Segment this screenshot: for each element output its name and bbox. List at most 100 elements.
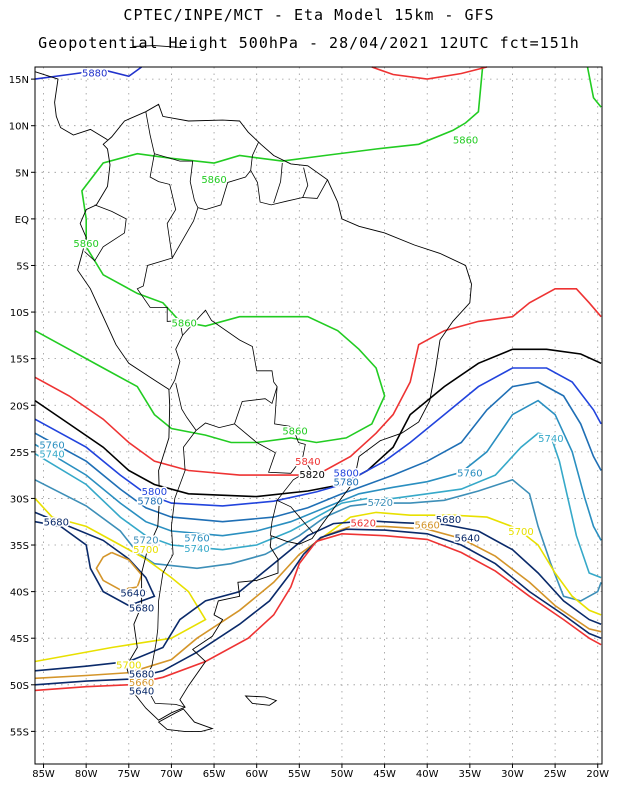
country-border xyxy=(302,167,309,198)
central-america-coastline xyxy=(34,71,108,141)
contour-label: 5720 xyxy=(133,535,158,546)
contour-label: 5680 xyxy=(436,515,461,526)
coastlines xyxy=(34,45,472,732)
contour-label: 5680 xyxy=(129,603,154,614)
lon-tick-label: 85W xyxy=(32,769,55,780)
caribbean-coastline xyxy=(133,45,186,48)
contour-label: 5780 xyxy=(333,478,358,489)
country-border xyxy=(143,430,197,708)
lon-tick-label: 40W xyxy=(416,769,439,780)
contour-label: 5700 xyxy=(133,545,158,556)
contour-label: 5780 xyxy=(137,496,162,507)
lat-tick-label: 15S xyxy=(10,355,29,366)
contour-label: 5760 xyxy=(39,440,64,451)
contour-label: 5640 xyxy=(129,686,154,697)
contour-5860-line xyxy=(586,66,602,108)
lat-tick-label: 40S xyxy=(10,588,29,599)
contour-label: 5720 xyxy=(368,498,393,509)
contour-label: 5660 xyxy=(414,521,439,532)
country-border xyxy=(84,204,127,262)
lat-tick-label: 50S xyxy=(10,681,29,692)
lon-tick-label: 65W xyxy=(203,769,226,780)
lon-tick-label: 35W xyxy=(459,769,482,780)
contour-label: 5660 xyxy=(129,678,154,689)
lat-tick-label: 10N xyxy=(9,122,29,133)
lat-tick-label: EQ xyxy=(15,215,29,226)
country-border xyxy=(273,162,283,204)
lat-tick-label: 55S xyxy=(10,727,29,738)
contour-5660-line xyxy=(34,525,602,680)
contour-label: 5700 xyxy=(116,660,141,671)
contour-5860-line xyxy=(81,66,484,220)
contour-label: 5800 xyxy=(142,487,167,498)
lon-tick-label: 55W xyxy=(288,769,311,780)
lon-tick-label: 50W xyxy=(331,769,354,780)
plot-frame xyxy=(34,66,603,765)
contour-5800-line xyxy=(34,367,602,507)
contour-5700-line xyxy=(34,497,207,663)
contour-label: 5680 xyxy=(129,670,154,681)
contour-5760-line xyxy=(34,399,602,541)
contour-5740-line xyxy=(34,432,602,579)
country-border xyxy=(276,457,314,534)
lat-tick-label: 35S xyxy=(10,541,29,552)
lat-tick-label: 5S xyxy=(16,261,29,272)
lat-tick-label: 5N xyxy=(15,168,29,179)
lon-tick-label: 45W xyxy=(373,769,396,780)
contour-5660-line xyxy=(95,551,143,591)
title-line-1: CPTEC/INPE/MCT - Eta Model 15km - GFS xyxy=(123,6,495,24)
contour-label: 5740 xyxy=(538,434,563,445)
contour-label: 5840 xyxy=(295,457,320,468)
contour-label: 5860 xyxy=(73,239,98,250)
lat-tick-label: 20S xyxy=(10,401,29,412)
contour-label: 5620 xyxy=(351,519,376,530)
contour-label: 5760 xyxy=(184,534,209,545)
contour-label: 5700 xyxy=(508,527,533,538)
lon-tick-label: 20W xyxy=(586,769,609,780)
contour-label: 5860 xyxy=(171,318,196,329)
lon-tick-label: 60W xyxy=(245,769,268,780)
country-border xyxy=(250,170,328,206)
lon-tick-label: 70W xyxy=(160,769,183,780)
axis-ticks: 15N 10N 5N EQ 5S 10S 15S 20S 25S 30S 35S 40S 45S 50S 5… xyxy=(9,75,609,780)
contour-label: 5760 xyxy=(457,468,482,479)
contour-label: 5640 xyxy=(455,534,480,545)
contour-label: 5880 xyxy=(82,69,107,80)
contour-lines xyxy=(34,66,602,692)
contour-5680-line xyxy=(34,519,602,672)
lon-tick-label: 30W xyxy=(501,769,524,780)
lat-tick-label: 25S xyxy=(10,448,29,459)
title-line-2: Geopotential Height 500hPa - 28/04/2021 … xyxy=(38,34,580,52)
contour-label: 5640 xyxy=(120,589,145,600)
contour-label: 5740 xyxy=(39,450,64,461)
contour-5780-line xyxy=(34,381,602,523)
lon-tick-label: 80W xyxy=(75,769,98,780)
contour-5840-line xyxy=(34,288,602,476)
contour-5700-line xyxy=(324,511,602,616)
country-border xyxy=(136,257,183,390)
contour-label: 5800 xyxy=(333,468,358,479)
lon-tick-label: 25W xyxy=(544,769,567,780)
contour-5620-line xyxy=(34,532,602,692)
contour-label: 5740 xyxy=(184,544,209,555)
country-border xyxy=(269,500,278,536)
contour-label: 5860 xyxy=(282,426,307,437)
country-border xyxy=(149,153,199,260)
contour-label: 5860 xyxy=(201,175,226,186)
contour-5720-line xyxy=(34,478,602,602)
contour-5880-line xyxy=(34,66,143,80)
lat-tick-label: 15N xyxy=(9,75,29,86)
lat-tick-label: 45S xyxy=(10,634,29,645)
contour-5840-line xyxy=(371,66,488,80)
lat-tick-label: 10S xyxy=(10,308,29,319)
lat-tick-label: 30S xyxy=(10,494,29,505)
contour-label: 5820 xyxy=(299,470,324,481)
contour-5860-line xyxy=(34,218,386,444)
country-border xyxy=(145,111,259,211)
falkland-islands-coastline xyxy=(244,695,278,706)
tierra-del-fuego-coastline xyxy=(157,708,214,732)
contour-5640-line xyxy=(34,528,602,686)
contour-label: 5680 xyxy=(44,518,69,529)
